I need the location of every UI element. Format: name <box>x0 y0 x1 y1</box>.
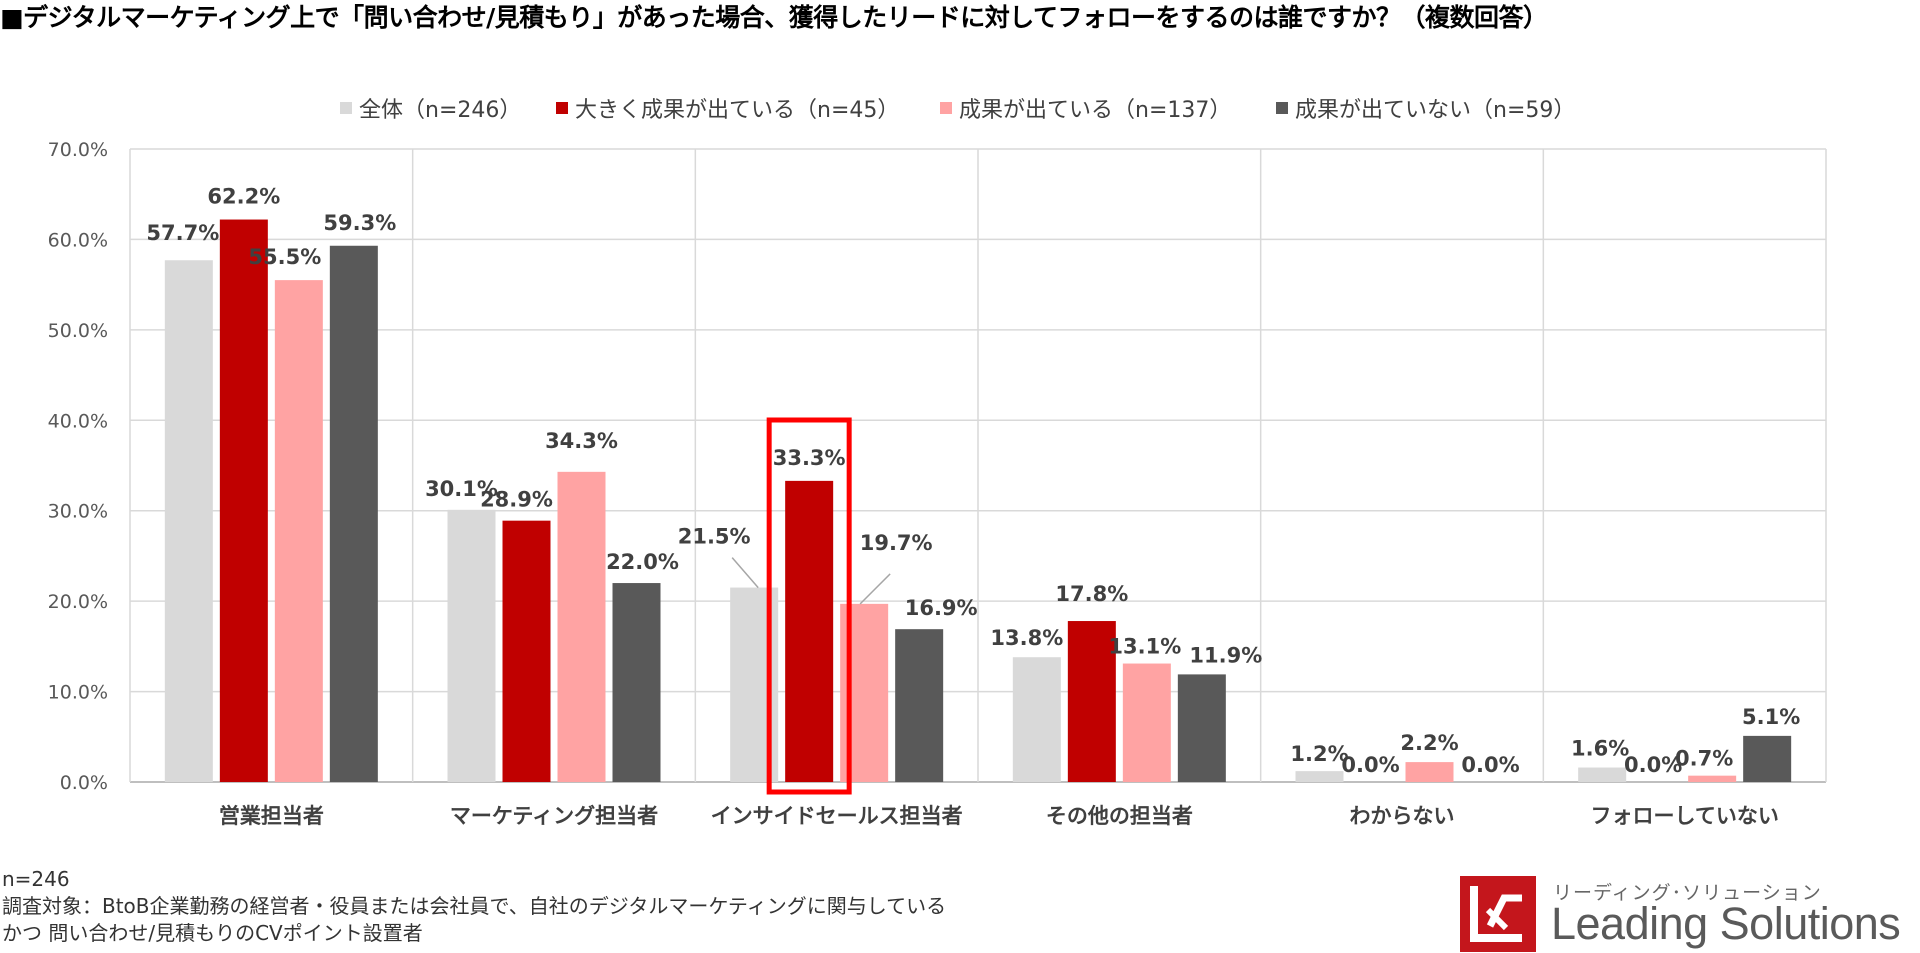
data-label: 28.9% <box>480 488 553 512</box>
bar <box>274 280 323 782</box>
data-label: 5.1% <box>1742 705 1800 729</box>
company-logo: リーディング･ソリューション Leading Solutions <box>1460 876 1920 953</box>
data-label: 57.7% <box>146 221 219 245</box>
bar <box>219 219 268 782</box>
data-label: 11.9% <box>1189 643 1262 667</box>
leader-line <box>859 573 891 605</box>
data-label: 1.6% <box>1571 737 1629 761</box>
y-tick-label: 30.0% <box>48 501 108 523</box>
category-label: わからない <box>1350 804 1455 828</box>
y-tick-label: 70.0% <box>48 139 108 161</box>
data-label: 0.0% <box>1461 753 1519 777</box>
bar <box>557 471 606 782</box>
data-label: 2.2% <box>1400 731 1458 755</box>
bar <box>1743 735 1792 782</box>
data-label: 0.7% <box>1675 747 1733 771</box>
bar <box>1177 674 1226 782</box>
data-label: 34.3% <box>545 429 618 453</box>
data-label: 59.3% <box>323 211 396 235</box>
category-label: その他の担当者 <box>1046 804 1193 828</box>
legend-swatch <box>1276 102 1288 114</box>
category-label: インサイドセールス担当者 <box>711 804 963 828</box>
bar <box>502 520 551 782</box>
legend-swatch <box>940 102 952 114</box>
survey-target-line1: 調査対象：BtoB企業勤務の経営者・役員または会社員で、自社のデジタルマーケティ… <box>2 894 947 918</box>
footnote: n=246 調査対象：BtoB企業勤務の経営者・役員または会社員で、自社のデジタ… <box>2 866 946 947</box>
y-tick-label: 20.0% <box>48 591 108 613</box>
bar <box>329 245 378 783</box>
legend-item: 大きく成果が出ている（n=45） <box>556 92 899 124</box>
legend-label: 大きく成果が出ている（n=45） <box>575 98 900 123</box>
data-label: 0.0% <box>1624 753 1682 777</box>
chart-title: ■デジタルマーケティング上で「問い合わせ/見積もり」があった場合、獲得したリード… <box>0 3 1548 32</box>
legend-swatch <box>340 102 352 114</box>
data-label: 19.7% <box>860 531 933 555</box>
data-label: 33.3% <box>773 446 846 470</box>
logo-name: Leading Solutions <box>1551 898 1901 949</box>
data-label: 13.8% <box>990 626 1063 650</box>
y-tick-label: 0.0% <box>60 772 108 794</box>
legend-item: 成果が出ている（n=137） <box>940 92 1231 124</box>
bar <box>447 509 496 782</box>
logo-subtitle: リーディング･ソリューション <box>1553 882 1822 904</box>
data-label: 22.0% <box>606 550 679 574</box>
legend-label: 成果が出ていない（n=59） <box>1295 98 1576 123</box>
leader-line <box>731 557 759 589</box>
bar <box>1578 767 1627 782</box>
y-tick-label: 50.0% <box>48 320 108 342</box>
y-tick-label: 40.0% <box>48 410 108 432</box>
data-label: 55.5% <box>248 245 321 269</box>
bar <box>1067 621 1116 782</box>
bar <box>1405 762 1454 782</box>
bar <box>895 629 944 782</box>
bar <box>164 260 213 782</box>
data-label: 16.9% <box>905 596 978 620</box>
data-label: 1.2% <box>1290 742 1348 766</box>
legend-swatch <box>556 102 568 114</box>
bar <box>1688 775 1737 782</box>
highlight-box <box>766 417 852 795</box>
y-tick-label: 60.0% <box>48 229 108 251</box>
legend-item: 成果が出ていない（n=59） <box>1276 92 1575 124</box>
data-label: 30.1% <box>425 477 498 501</box>
legend: 全体（n=246） 大きく成果が出ている（n=45） 成果が出ている（n=137） 成… <box>0 92 1920 126</box>
bar <box>1122 663 1171 782</box>
category-label: フォローしていない <box>1590 804 1778 828</box>
legend-item: 全体（n=246） <box>340 92 521 124</box>
data-label: 13.1% <box>1108 635 1181 659</box>
category-label: マーケティング担当者 <box>450 804 658 828</box>
bar <box>1012 657 1061 782</box>
bar <box>785 480 834 782</box>
bar <box>612 583 661 782</box>
leading-solutions-logo-icon <box>1460 876 1536 952</box>
data-label: 62.2% <box>207 185 280 209</box>
data-label: 0.0% <box>1341 753 1399 777</box>
data-label: 21.5% <box>678 525 751 549</box>
bar <box>1295 771 1344 782</box>
sample-size: n=246 <box>2 867 70 891</box>
bar-chart: 0.0% 10.0% 20.0% 30.0% 40.0% 50.0% 60.0% 70.0% 5… <box>48 139 1827 828</box>
legend-label: 全体（n=246） <box>359 98 522 123</box>
category-label: 営業担当者 <box>219 804 324 828</box>
y-tick-label: 10.0% <box>48 682 108 704</box>
survey-target-line2: かつ 問い合わせ/見積もりのCVポイント設置者 <box>2 921 423 945</box>
legend-label: 成果が出ている（n=137） <box>959 98 1232 123</box>
data-label: 17.8% <box>1055 582 1128 606</box>
